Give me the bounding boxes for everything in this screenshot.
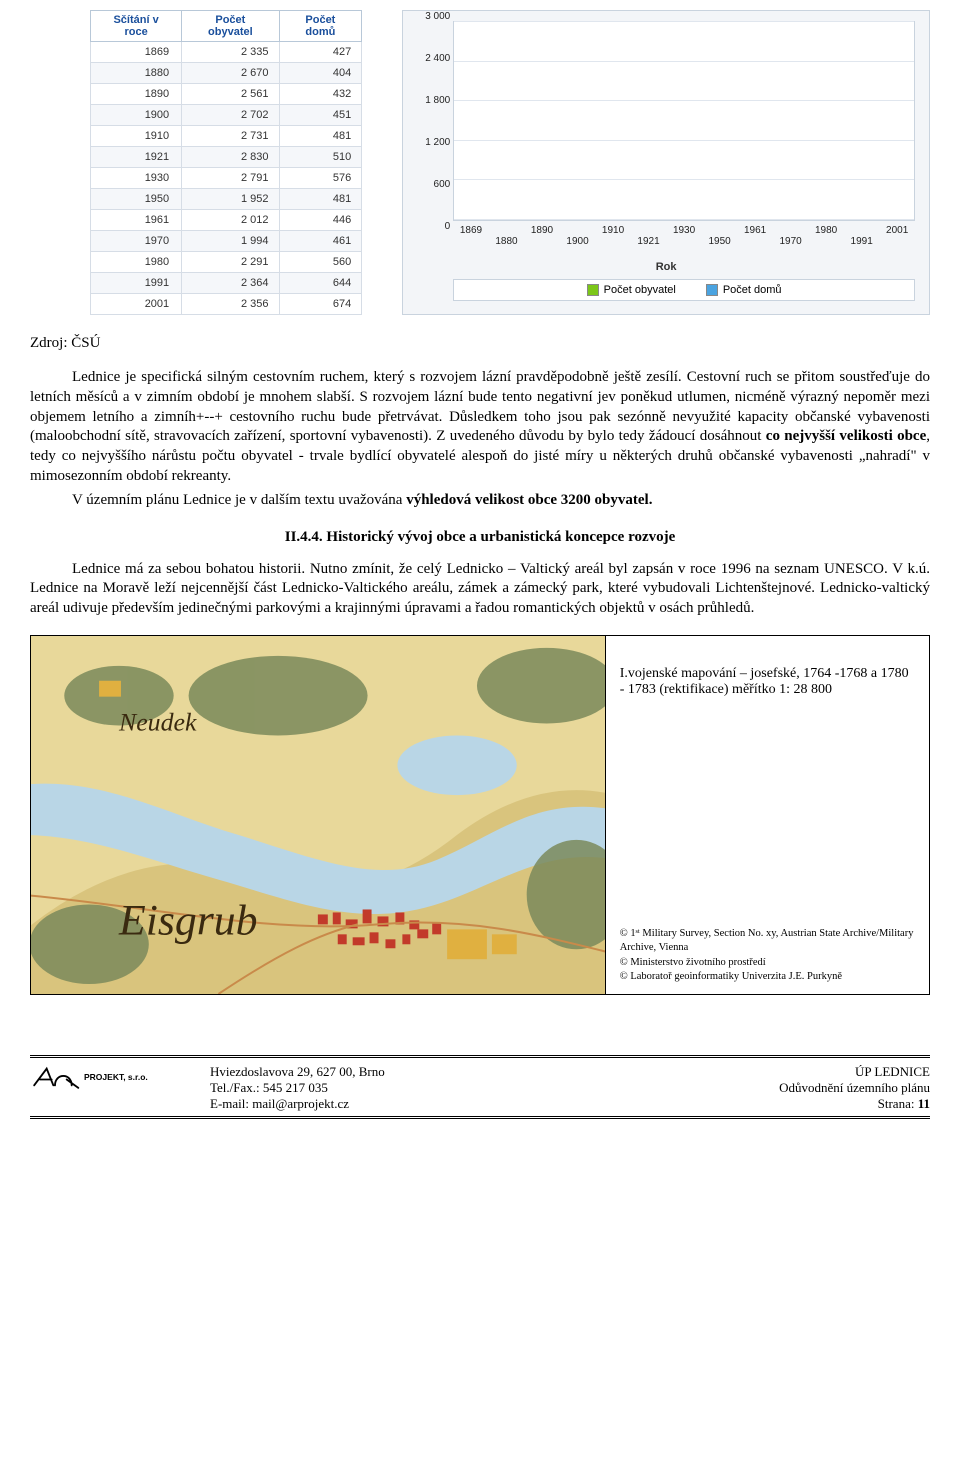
footer-contact: Hviezdoslavova 29, 627 00, Brno Tel./Fax… <box>210 1064 779 1112</box>
historic-map-caption: I.vojenské mapování – josefské, 1764 -17… <box>606 636 929 994</box>
table-row: 19501 952481 <box>91 189 362 210</box>
legend-item-2: Počet domů <box>706 284 782 296</box>
paragraph-1: Lednice je specifická silným cestovním r… <box>30 368 930 487</box>
map-label-eisgrub: Eisgrub <box>118 896 258 944</box>
table-row: 19102 731481 <box>91 126 362 147</box>
section-heading: II.4.4. Historický vývoj obce a urbanist… <box>30 529 930 546</box>
table-row: 19212 830510 <box>91 147 362 168</box>
company-logo: PROJEKT, s.r.o. <box>30 1064 210 1090</box>
source-label: Zdroj: ČSÚ <box>30 335 930 352</box>
table-row: 18692 335427 <box>91 42 362 63</box>
table-row: 19912 364644 <box>91 273 362 294</box>
table-header: Počet domů <box>279 11 362 42</box>
table-row: 19002 702451 <box>91 105 362 126</box>
footer-docinfo: ÚP LEDNICE Odůvodnění územního plánu Str… <box>779 1064 930 1112</box>
population-table: Sčítání v rocePočet obyvatelPočet domů 1… <box>90 10 362 315</box>
paragraph-3: Lednice má za sebou bohatou historii. Nu… <box>30 560 930 619</box>
legend-item-1: Počet obyvatel <box>587 284 676 296</box>
historic-map-panel: Neudek Eisgrub I.vojenské mapování – jos… <box>30 635 930 995</box>
top-data-row: Sčítání v rocePočet obyvatelPočet domů 1… <box>90 10 930 315</box>
chart-legend: Počet obyvatel Počet domů <box>453 279 915 301</box>
map-credits: © 1ˢᵗ Military Survey, Section No. xy, A… <box>620 927 915 984</box>
page-footer: PROJEKT, s.r.o. Hviezdoslavova 29, 627 0… <box>30 1058 930 1119</box>
table-row: 20012 356674 <box>91 294 362 315</box>
map-label-neudek: Neudek <box>118 707 197 736</box>
population-chart: 06001 2001 8002 4003 000 186918901910193… <box>402 10 930 315</box>
chart-x-axis-title: Rok <box>417 261 915 273</box>
historic-map-image: Neudek Eisgrub <box>31 636 606 994</box>
table-header: Sčítání v roce <box>91 11 182 42</box>
map-caption-text: I.vojenské mapování – josefské, 1764 -17… <box>620 666 915 698</box>
table-row: 19612 012446 <box>91 210 362 231</box>
table-row: 19802 291560 <box>91 252 362 273</box>
table-header: Počet obyvatel <box>182 11 279 42</box>
table-row: 18902 561432 <box>91 84 362 105</box>
table-row: 19701 994461 <box>91 231 362 252</box>
paragraph-2: V územním plánu Lednice je v dalším text… <box>30 491 930 511</box>
table-row: 19302 791576 <box>91 168 362 189</box>
table-row: 18802 670404 <box>91 63 362 84</box>
